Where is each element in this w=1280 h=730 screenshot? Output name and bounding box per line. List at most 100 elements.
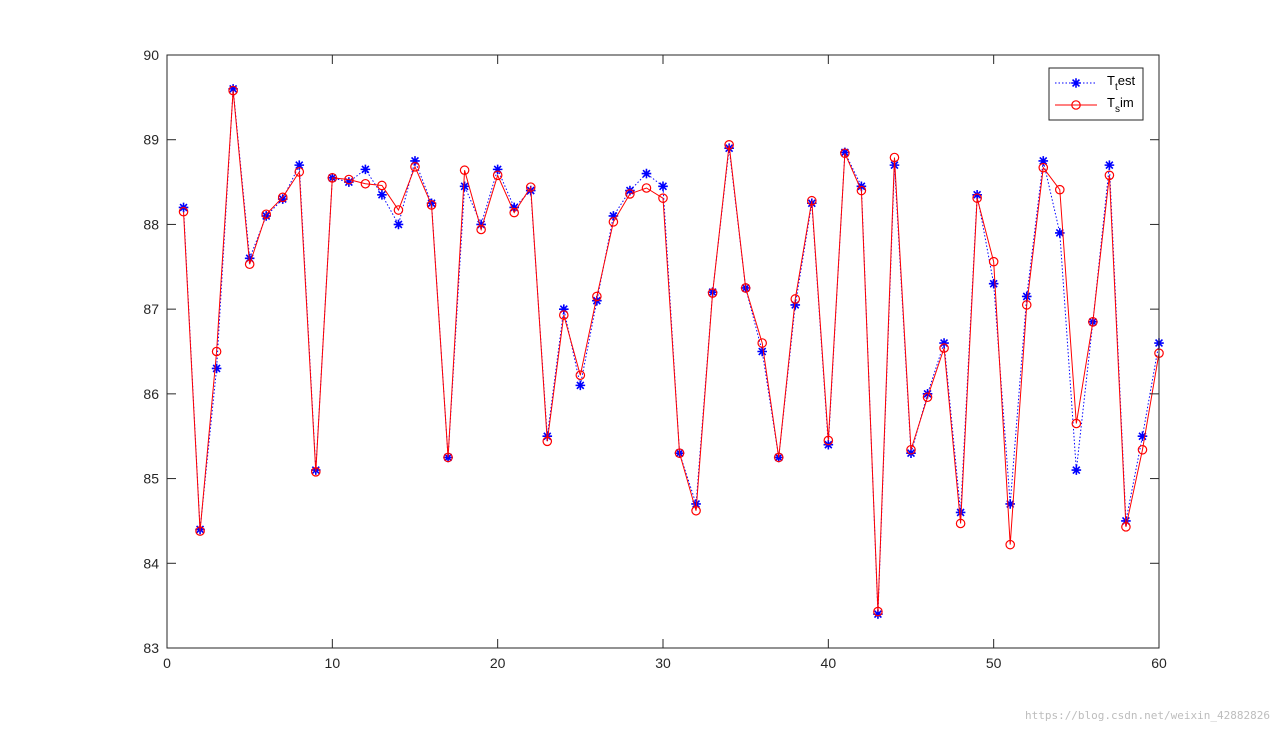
legend-label-main: T	[1107, 73, 1115, 88]
data-point	[922, 389, 933, 399]
data-point	[558, 310, 569, 320]
data-point	[592, 291, 602, 302]
data-point	[625, 185, 635, 196]
data-point	[426, 198, 437, 209]
data-point	[492, 164, 503, 175]
data-point	[344, 177, 354, 187]
data-point	[1021, 291, 1032, 302]
data-point	[294, 167, 305, 177]
y-tick-label: 88	[143, 216, 159, 232]
data-point	[1088, 317, 1098, 327]
legend-label-sub: s	[1115, 104, 1120, 115]
data-point	[1021, 300, 1032, 310]
data-point	[525, 182, 536, 192]
series-line	[183, 90, 1160, 612]
data-point	[691, 499, 701, 509]
data-point	[806, 195, 817, 206]
data-point	[344, 174, 354, 185]
x-tick-label: 0	[163, 655, 171, 671]
legend-marker	[1071, 78, 1081, 88]
data-point	[790, 294, 801, 304]
y-tick-label: 89	[143, 132, 159, 148]
data-point	[410, 156, 420, 166]
data-point	[906, 448, 916, 458]
axes-layer: 0 10 20 30 40 50 60 83 84 85 86 87 88 89 90	[143, 47, 1167, 671]
y-tick-label: 85	[143, 471, 159, 487]
data-point	[575, 380, 586, 391]
plot-area-frame	[166, 54, 1160, 649]
y-tick-label: 90	[143, 47, 159, 63]
data-point	[244, 253, 255, 264]
data-point	[178, 206, 189, 217]
data-point	[277, 194, 288, 204]
data-point	[228, 84, 238, 94]
legend-label-rest: im	[1120, 95, 1134, 110]
data-point	[211, 346, 222, 357]
data-point	[476, 224, 486, 235]
series-sim	[178, 85, 1164, 617]
data-point	[707, 288, 718, 298]
data-point	[393, 205, 404, 215]
data-point	[856, 185, 867, 196]
x-tick-label: 20	[490, 655, 506, 671]
data-point	[906, 444, 916, 455]
data-point	[641, 168, 652, 179]
y-tick-label: 84	[143, 555, 159, 571]
data-point	[261, 211, 271, 221]
y-tick-label: 86	[143, 386, 159, 402]
data-point	[939, 338, 949, 348]
x-tick-label: 60	[1151, 655, 1167, 671]
data-point	[459, 165, 470, 176]
data-point	[277, 192, 288, 203]
data-point	[757, 338, 767, 348]
legend-label: Tsim	[1107, 95, 1134, 115]
data-point	[823, 435, 834, 446]
data-point	[244, 259, 255, 270]
data-point	[509, 202, 519, 213]
data-point	[939, 343, 949, 353]
data-point	[476, 219, 486, 230]
data-point	[426, 200, 437, 210]
data-point	[658, 181, 668, 192]
data-point	[757, 346, 767, 357]
data-point	[988, 256, 999, 267]
data-point	[1055, 184, 1065, 195]
data-point	[608, 217, 619, 227]
data-point	[1038, 156, 1049, 166]
data-point	[459, 181, 470, 192]
series-line	[183, 88, 1160, 615]
data-point	[1104, 170, 1115, 181]
data-point	[740, 283, 751, 293]
data-point	[972, 189, 982, 200]
legend-label-sub: t	[1115, 82, 1118, 93]
data-point	[641, 183, 652, 193]
data-point	[873, 606, 883, 617]
data-point	[575, 370, 586, 381]
data-point	[492, 170, 503, 181]
data-point	[1071, 418, 1082, 429]
data-point	[261, 209, 271, 220]
x-tick-label: 30	[655, 655, 671, 671]
legend-box	[1048, 67, 1144, 121]
data-point	[393, 219, 404, 230]
data-point	[922, 392, 933, 403]
x-tick-label: 50	[986, 655, 1002, 671]
data-point	[1038, 162, 1049, 173]
data-point	[955, 507, 966, 518]
data-point	[1121, 522, 1131, 532]
data-point	[360, 164, 371, 175]
data-point	[674, 448, 685, 458]
data-point	[790, 300, 801, 310]
data-point	[955, 518, 966, 529]
data-point	[509, 207, 519, 218]
data-point	[327, 173, 338, 183]
data-point	[1005, 499, 1015, 509]
data-point	[1137, 431, 1148, 442]
data-point	[294, 160, 305, 170]
legend-label-rest: est	[1118, 73, 1136, 88]
data-point	[889, 152, 900, 163]
data-point	[988, 278, 999, 289]
legend-marker	[1071, 100, 1081, 110]
data-point	[443, 452, 453, 463]
